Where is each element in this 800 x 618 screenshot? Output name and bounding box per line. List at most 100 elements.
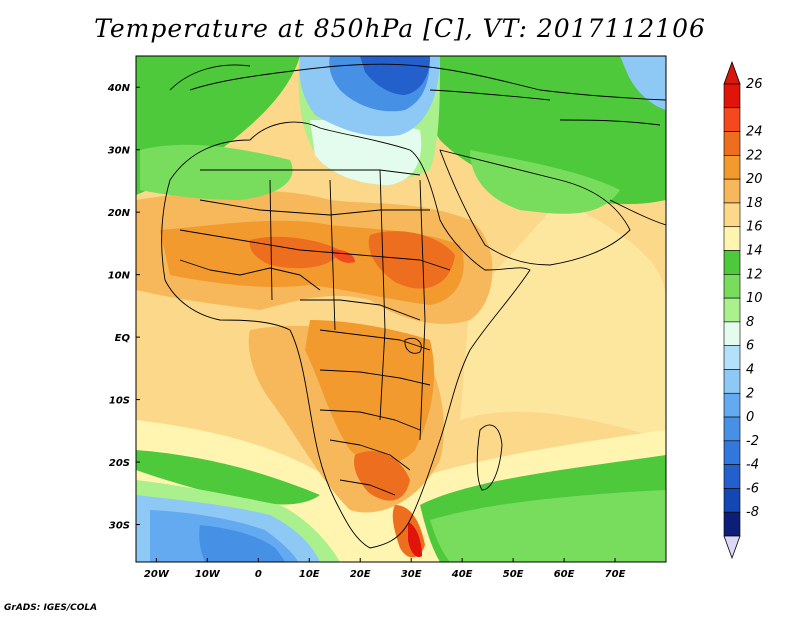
- colorbar-label: 20: [746, 172, 763, 187]
- colorbar-label: 4: [746, 362, 754, 377]
- colorbar-label: -2: [746, 434, 759, 449]
- border-vertical-2: [329, 179, 336, 331]
- lat-tick-label: EQ: [115, 333, 131, 344]
- lon-tick-label: 20W: [144, 569, 170, 580]
- colorbar-swatch: [723, 392, 741, 418]
- border-sahel-2: [179, 229, 451, 271]
- colorbar-label: -4: [746, 458, 759, 473]
- europe-coast: [189, 63, 666, 101]
- colorbar-swatch: [723, 440, 741, 465]
- colorbar-label: 8: [746, 315, 754, 330]
- colorbar-swatch: [723, 178, 741, 204]
- colorbar-swatch: [723, 107, 741, 132]
- colorbar-label: 18: [746, 196, 763, 211]
- field-red-natal: [408, 522, 422, 558]
- border-westafrica: [179, 259, 321, 291]
- colorbar-swatch: [723, 202, 741, 228]
- field-redorange-hot2: [368, 231, 455, 289]
- lon-tick-label: 0: [255, 569, 262, 580]
- lat-tick-label: 10S: [109, 396, 130, 407]
- lat-tick-label: 10N: [108, 271, 131, 282]
- field-green-westafrica-coast: [136, 300, 200, 358]
- lon-tick-label: 50E: [503, 569, 524, 580]
- border-vertical-1: [269, 179, 273, 301]
- border-south-1: [319, 409, 421, 431]
- map-title: Temperature at 850hPa [C], VT: 201711210…: [94, 14, 706, 43]
- colorbar-label: 22: [746, 148, 763, 163]
- field-yellow-east: [460, 200, 666, 440]
- border-central-1: [300, 299, 421, 321]
- colorbar-swatch: [723, 488, 741, 513]
- field-lightgreen-southindian: [430, 490, 666, 562]
- lat-tick-label: 40N: [107, 83, 131, 94]
- colorbar-label: -6: [746, 481, 759, 496]
- colorbar-label: 2: [746, 386, 754, 401]
- colorbar-label: 10: [746, 291, 763, 306]
- lon-tick-label: 10E: [299, 569, 320, 580]
- plot-frame: [135, 55, 667, 563]
- lake-victoria: [404, 337, 422, 354]
- field-green-southatlantic: [136, 450, 320, 505]
- turkey: [429, 89, 551, 101]
- colorbar-label: 0: [746, 410, 754, 425]
- iberia: [169, 64, 251, 91]
- madagascar: [476, 424, 503, 491]
- border-vertical-4: [419, 179, 426, 441]
- colorbar-label: 24: [746, 125, 763, 140]
- colorbar-swatch: [723, 274, 741, 299]
- border-south-3: [339, 479, 396, 496]
- colorbar-swatch: [723, 321, 741, 346]
- colorbar-swatch: [723, 250, 741, 275]
- colorbar-label: 6: [746, 339, 754, 354]
- africa-coastline: [161, 121, 531, 549]
- lon-tick-label: 70E: [605, 569, 626, 580]
- colorbar-bottom-arrow: [723, 535, 741, 560]
- colorbar-label: 14: [746, 244, 763, 259]
- colorbar-swatch: [723, 226, 741, 251]
- field-medblue-southatlantic: [199, 525, 285, 562]
- axis-labels: 20W 10W 0 10E 20E 30E 40E 50E 60E 70E 40N 30N 20N 10N…: [107, 83, 626, 580]
- colorbar-swatch: [723, 131, 741, 156]
- field-lightblue-caspian: [620, 56, 666, 110]
- india-outline: [609, 199, 666, 226]
- lat-tick-label: 20S: [109, 458, 130, 469]
- colorbar-swatch: [723, 155, 741, 180]
- colorbar-swatch: [723, 297, 741, 323]
- border-sahel-1: [199, 199, 430, 216]
- border-sahara-north: [200, 169, 421, 176]
- field-lightgreen-arabia: [470, 150, 620, 214]
- colorbar-top-arrow: [723, 60, 741, 85]
- field-lightgreen-morocco: [140, 144, 293, 200]
- field-darkorange-central: [305, 320, 435, 465]
- colorbar-swatch: [723, 83, 741, 109]
- colorbar-label: 16: [746, 220, 763, 235]
- border-vertical-3: [379, 169, 386, 421]
- field-paleblue-libya: [310, 120, 422, 185]
- axis-ticks: [136, 86, 616, 562]
- colorbar-swatch: [723, 416, 741, 442]
- colorbar-label: -8: [746, 505, 759, 520]
- colorbar-label: 12: [746, 267, 763, 282]
- coastlines-and-borders: [161, 63, 666, 549]
- lat-tick-label: 20N: [108, 208, 131, 219]
- lon-tick-label: 10W: [195, 569, 221, 580]
- border-central-2: [319, 329, 431, 351]
- lat-tick-label: 30N: [108, 146, 131, 157]
- arabia-outline: [439, 149, 631, 266]
- field-redorange-hot3: [354, 451, 410, 501]
- border-south-2: [329, 439, 411, 471]
- colorbar-swatch: [723, 345, 741, 370]
- iran-border: [559, 119, 661, 126]
- lon-tick-label: 20E: [350, 569, 371, 580]
- lat-tick-label: 30S: [109, 521, 130, 532]
- colorbar-label: 26: [746, 77, 763, 92]
- lon-tick-label: 40E: [451, 569, 473, 580]
- colorbar-swatch: [723, 511, 741, 537]
- grads-credit: GrADS: IGES/COLA: [4, 603, 98, 613]
- border-central-3: [319, 369, 431, 386]
- lon-tick-label: 60E: [554, 569, 575, 580]
- field-redorange-hot1: [249, 236, 340, 269]
- temperature-field: [136, 56, 666, 562]
